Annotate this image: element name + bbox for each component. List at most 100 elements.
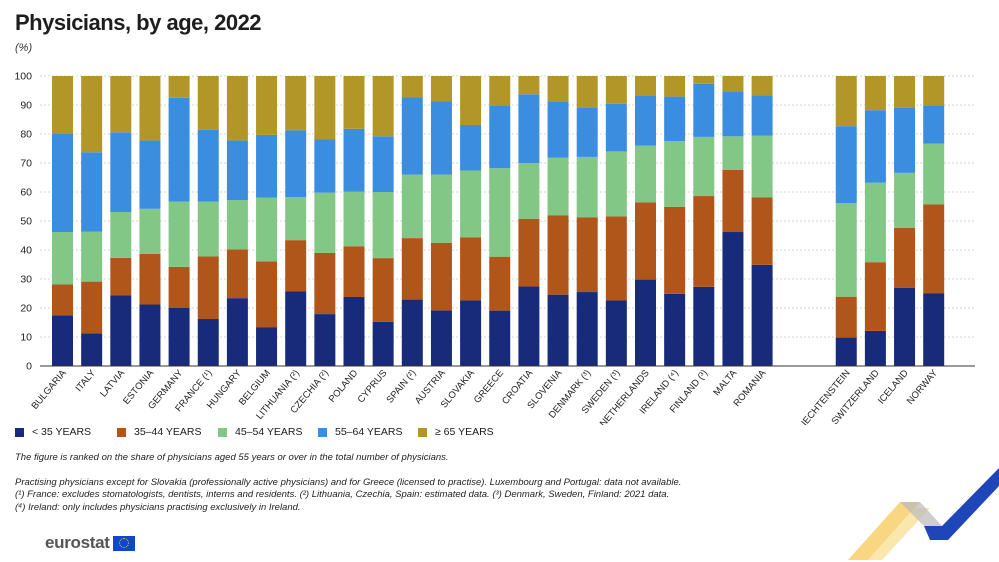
bar-segment (664, 76, 686, 97)
bar-segment (430, 76, 452, 102)
bar-segment (372, 321, 394, 366)
legend-swatch (418, 427, 427, 437)
bar-segment (518, 218, 540, 287)
x-tick-label: NORWAY (905, 367, 941, 406)
bar-segment (256, 197, 278, 262)
x-tick-label: MALTA (711, 367, 739, 398)
bar-segment (923, 76, 945, 106)
unit-label: (%) (15, 42, 33, 54)
bar-segment (605, 76, 627, 104)
legend-label: 35–44 YEARS (134, 426, 202, 438)
y-tick-label: 90 (20, 100, 32, 112)
bar-segment (864, 330, 886, 366)
legend-swatch (15, 427, 24, 437)
eu-flag-icon (112, 535, 135, 551)
y-tick-label: 30 (20, 274, 32, 286)
legend-item: 55–64 YEARS (318, 426, 403, 438)
bar-segment (923, 143, 945, 205)
stacked-bar-chart: 0 10 20 30 40 50 60 70 80 90 100 BULGARIA ITALY LATVI… (14, 71, 975, 425)
bar-segment (197, 129, 219, 202)
legend-label: < 35 YEARS (32, 426, 92, 438)
bar-segment (664, 293, 686, 366)
y-tick-label: 80 (20, 129, 32, 141)
bar-segment (664, 96, 686, 142)
bar-segment (110, 76, 132, 133)
bar-segment (923, 293, 945, 366)
legend-swatch (117, 427, 126, 437)
bar-segment (864, 76, 886, 111)
bar-segment (110, 295, 132, 366)
bar-segment (430, 242, 452, 311)
bar-segment (923, 204, 945, 294)
bar-segment (751, 197, 773, 265)
bar-segment (168, 97, 190, 202)
bar-segment (197, 256, 219, 320)
bar-segment (81, 231, 103, 282)
bar-segment (285, 197, 307, 241)
bar-segment (835, 337, 857, 366)
bar-segment (401, 238, 423, 300)
bar-segment (430, 101, 452, 175)
bar-segment (693, 83, 715, 137)
bar-segment (401, 174, 423, 239)
bar-segment (664, 141, 686, 207)
bar-segment (139, 253, 161, 305)
bar-segment (693, 196, 715, 287)
bar-segment (722, 91, 744, 137)
bar-segment (635, 202, 656, 280)
bar-segment (751, 135, 773, 198)
bar-segment (547, 215, 569, 295)
bar-segment (81, 152, 103, 232)
bar-segment (285, 240, 307, 292)
bar-segment (168, 308, 190, 366)
bar-segment (835, 76, 857, 127)
bar-segment (722, 232, 744, 366)
bar-segment (197, 76, 219, 130)
bar-segment (256, 76, 278, 135)
x-tick-label: ITALY (73, 367, 98, 394)
bar-segment (576, 217, 598, 293)
bar-segment (864, 110, 886, 183)
bar-segment (605, 151, 627, 217)
y-tick-label: 0 (26, 361, 32, 373)
legend-swatch (218, 427, 227, 437)
eurostat-logo: eurostat (45, 533, 135, 553)
bar-segment (864, 262, 886, 331)
bar-segment (605, 216, 627, 301)
bar-segment (52, 232, 73, 285)
x-tick-label: CYPRUS (356, 368, 390, 405)
chart-title: Physicians, by age, 2022 (15, 10, 262, 35)
bar-segment (664, 206, 686, 294)
bar-segment (52, 284, 73, 316)
bar-segment (635, 145, 656, 203)
legend-item: ≥ 65 YEARS (418, 426, 494, 438)
bar-segment (139, 304, 161, 366)
bar-segment (547, 294, 569, 366)
bar-segment (460, 237, 482, 301)
bar-segment (168, 76, 190, 98)
ranking-note: The figure is ranked on the share of phy… (15, 452, 449, 463)
bar-segment (81, 333, 103, 366)
bar-segment (605, 103, 627, 152)
legend-label: ≥ 65 YEARS (435, 426, 494, 438)
bar-segment (401, 299, 423, 366)
bar-segment (314, 192, 336, 253)
bar-segment (693, 76, 715, 84)
bar-segment (52, 134, 73, 233)
x-tick-label: LATVIA (98, 367, 127, 399)
bar-segment (139, 140, 161, 209)
bar-segment (343, 191, 365, 247)
bar-segment (285, 291, 307, 366)
bar-segment (343, 76, 365, 129)
bar-segment (372, 76, 394, 137)
bar-segment (314, 314, 336, 366)
bar-segment (314, 139, 336, 193)
legend-swatch (318, 427, 327, 437)
bar-segment (52, 315, 73, 366)
bar-segment (864, 182, 886, 263)
bar-segment (139, 208, 161, 254)
legend-item: 35–44 YEARS (117, 426, 202, 438)
bar-segment (518, 163, 540, 219)
bar-segment (751, 264, 773, 366)
legend-label: 45–54 YEARS (235, 426, 303, 438)
